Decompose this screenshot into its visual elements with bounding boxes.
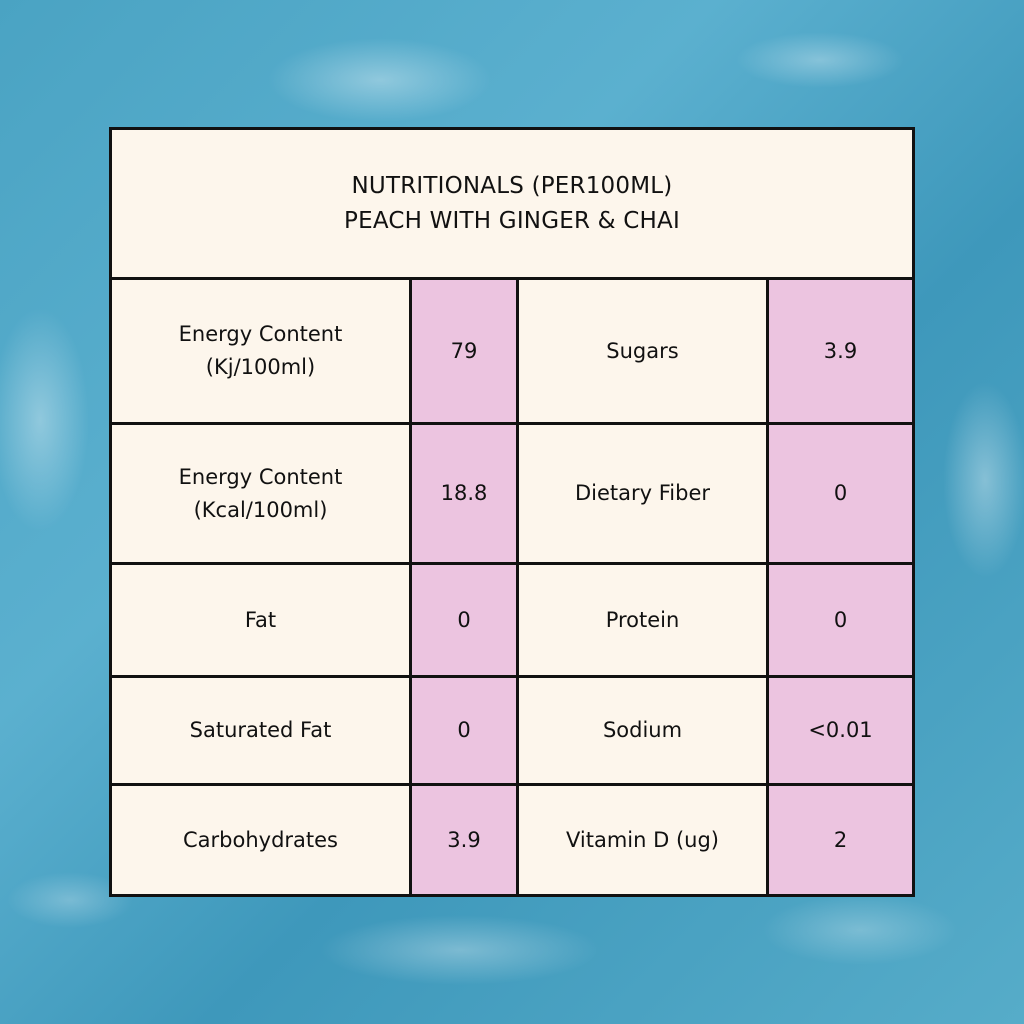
table-label-cell: Dietary Fiber	[519, 425, 769, 565]
table-value-cell: 3.9	[412, 786, 519, 894]
table-value-cell: 0	[769, 425, 912, 565]
nutrient-unit: (Kcal/100ml)	[193, 497, 328, 522]
table-value-cell: 0	[412, 565, 519, 678]
table-label-cell: Vitamin D (ug)	[519, 786, 769, 894]
table-label-cell: Energy Content (Kj/100ml)	[112, 280, 412, 425]
table-label-cell: Sodium	[519, 678, 769, 786]
table-value-cell: 18.8	[412, 425, 519, 565]
table-label-cell: Sugars	[519, 280, 769, 425]
table-label-cell: Carbohydrates	[112, 786, 412, 894]
nutrition-table: Energy Content (Kj/100ml) 79 Sugars 3.9 …	[112, 280, 912, 894]
table-label-cell: Energy Content (Kcal/100ml)	[112, 425, 412, 565]
table-value-cell: 79	[412, 280, 519, 425]
table-label-cell: Protein	[519, 565, 769, 678]
nutrition-header: NUTRITIONALS (PER100ML) PEACH WITH GINGE…	[112, 130, 912, 280]
nutrient-label: Energy Content	[178, 322, 343, 346]
nutrient-unit: (Kj/100ml)	[205, 355, 316, 379]
table-value-cell: <0.01	[769, 678, 912, 786]
table-value-cell: 0	[412, 678, 519, 786]
table-label-cell: Fat	[112, 565, 412, 678]
header-flavor: PEACH WITH GINGER & CHAI	[344, 207, 680, 234]
table-value-cell: 0	[769, 565, 912, 678]
table-label-cell: Saturated Fat	[112, 678, 412, 786]
nutrient-label: Energy Content	[178, 464, 343, 489]
header-title: NUTRITIONALS (PER100ML)	[351, 172, 673, 199]
nutrition-panel: NUTRITIONALS (PER100ML) PEACH WITH GINGE…	[109, 127, 915, 897]
table-value-cell: 3.9	[769, 280, 912, 425]
table-value-cell: 2	[769, 786, 912, 894]
